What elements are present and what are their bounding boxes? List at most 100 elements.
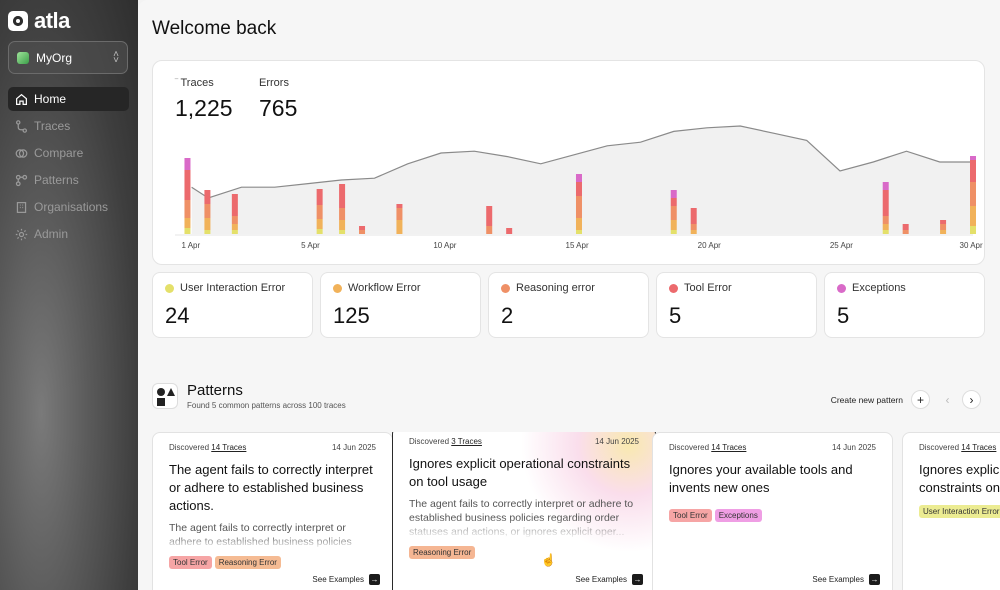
pattern-title: The agent fails to correctly interpret o…: [169, 462, 373, 513]
pattern-date: 14 Jun 2025: [594, 437, 639, 446]
sidebar-item-compare[interactable]: Compare: [8, 141, 129, 165]
traces-link[interactable]: 14 Traces: [961, 443, 997, 452]
category-card-reasoning-error[interactable]: Reasoning error 2: [488, 272, 649, 338]
error-bar-segment: [970, 226, 976, 234]
traces-stat: ‾ Traces 1,225: [175, 77, 233, 122]
hand-cursor-icon: ☝: [541, 553, 556, 567]
error-bar-segment: [670, 206, 677, 220]
patterns-shapes-icon: [152, 383, 178, 409]
error-bar-segment: [184, 228, 191, 234]
pattern-date: 14 Jun 2025: [331, 443, 376, 452]
previous-button[interactable]: ‹: [938, 390, 957, 409]
error-bar-segment: [396, 204, 403, 208]
category-card-exceptions[interactable]: Exceptions 5: [824, 272, 985, 338]
organisations-icon: [14, 200, 28, 214]
error-bar-segment: [204, 204, 211, 218]
error-bar-segment: [940, 224, 947, 230]
error-bar-segment: [231, 230, 238, 234]
traces-link[interactable]: 3 Traces: [451, 437, 482, 446]
sidebar-item-organisations[interactable]: Organisations: [8, 195, 129, 219]
create-pattern-link[interactable]: Create new pattern: [830, 395, 903, 405]
see-examples-button[interactable]: See Examples →: [312, 574, 380, 585]
error-bar-segment: [575, 230, 582, 234]
pattern-description: The agent fails to correctly interpret o…: [169, 522, 352, 548]
category-card-workflow-error[interactable]: Workflow Error 125: [320, 272, 481, 338]
sidebar-item-patterns[interactable]: Patterns: [8, 168, 129, 192]
pattern-card[interactable]: Discovered 14 Traces 14 Jun 2025 The agen…: [152, 432, 393, 590]
logo[interactable]: atla: [8, 8, 70, 34]
category-card-tool-error[interactable]: Tool Error 5: [656, 272, 817, 338]
error-bar-segment: [486, 206, 493, 226]
error-bar-segment: [231, 194, 238, 216]
patterns-icon: [14, 173, 28, 187]
see-examples-button[interactable]: See Examples →: [812, 574, 880, 585]
arrow-right-icon: →: [869, 574, 880, 585]
error-bar-segment: [690, 230, 697, 234]
error-bar-segment: [204, 218, 211, 230]
error-bar-segment: [486, 226, 493, 234]
next-button[interactable]: ›: [962, 390, 981, 409]
errors-stat: Errors 765: [259, 77, 297, 122]
home-icon: [14, 92, 28, 106]
pattern-title: Ignores explicit operational constraints…: [919, 462, 1000, 495]
org-switcher[interactable]: MyOrg ˄ ˅: [8, 41, 128, 74]
category-value: 5: [669, 303, 682, 328]
sidebar-item-traces[interactable]: Traces: [8, 114, 129, 138]
error-bar-segment: [882, 182, 889, 190]
error-bar-segment: [902, 224, 909, 230]
traces-label: ‾ Traces: [175, 77, 214, 89]
error-bar-segment: [690, 208, 697, 224]
error-bar-segment: [184, 218, 191, 228]
error-bar-segment: [940, 230, 947, 234]
error-bar-segment: [339, 220, 346, 230]
sidebar-item-label: Traces: [34, 119, 71, 133]
error-bar-segment: [882, 216, 889, 224]
error-bar-segment: [970, 182, 976, 206]
tag-reasoning-error: Reasoning Error: [409, 546, 476, 559]
pattern-card-featured[interactable]: Discovered 3 Traces 14 Jun 2025 Ignores e…: [392, 432, 656, 590]
error-bar-segment: [339, 230, 346, 234]
category-label: Tool Error: [684, 282, 732, 294]
org-name: MyOrg: [36, 50, 72, 65]
error-bar-segment: [940, 220, 947, 224]
sidebar-item-label: Patterns: [34, 173, 79, 187]
add-pattern-button[interactable]: +: [911, 390, 930, 409]
sidebar-item-admin[interactable]: Admin: [8, 222, 129, 246]
category-value: 125: [333, 303, 370, 328]
page-title: Welcome back: [152, 18, 277, 39]
category-dot: [837, 283, 846, 293]
error-bar-segment: [204, 190, 211, 204]
pattern-description: The agent fails to correctly interpret o…: [409, 498, 634, 538]
error-bar-segment: [339, 184, 346, 208]
error-bar-segment: [882, 224, 889, 230]
category-dot: [501, 283, 510, 293]
sidebar-item-label: Compare: [34, 146, 84, 160]
error-bar-segment: [316, 189, 323, 205]
traces-link[interactable]: 14 Traces: [711, 443, 747, 452]
traces-link[interactable]: 14 Traces: [211, 443, 247, 452]
sidebar-item-home[interactable]: Home: [8, 87, 129, 111]
patterns-title: Patterns: [187, 382, 243, 399]
traces-line: [191, 125, 973, 199]
error-bar-segment: [670, 230, 677, 234]
pattern-card[interactable]: Discovered 14 Traces 14 Jun 2025 Ignores …: [652, 432, 893, 590]
traces-chart-card: ‾ Traces 1,225 Errors 765 1 Apr 5 Apr 10 A…: [152, 60, 985, 265]
tag-exceptions: Exceptions: [714, 509, 762, 522]
pattern-title: Ignores explicit operational constraints…: [409, 456, 631, 489]
discovered-text: Discovered 14 Traces: [669, 443, 747, 452]
category-value: 2: [501, 303, 514, 328]
pattern-card[interactable]: Discovered 14 Traces Ignores explicit op…: [902, 432, 1000, 590]
sidebar-nav: Home Traces Compare Patterns Organisatio…: [8, 87, 129, 249]
x-tick-label: 20 Apr: [698, 241, 721, 250]
error-bar-segment: [575, 218, 582, 230]
traces-errors-chart: 1 Apr 5 Apr 10 Apr 15 Apr 20 Apr 25 Apr 30 Apr: [175, 125, 983, 250]
gear-icon: [14, 227, 28, 241]
error-bar-segment: [970, 160, 976, 182]
error-bar-segment: [670, 220, 677, 230]
error-bar-segment: [575, 196, 582, 218]
error-bar-segment: [902, 230, 909, 234]
see-examples-button[interactable]: See Examples →: [575, 574, 643, 585]
category-card-user-interaction-error[interactable]: User Interaction Error 24: [152, 272, 313, 338]
error-category-row: User Interaction Error 24 Workflow Error…: [152, 272, 985, 338]
category-dot: [669, 283, 678, 293]
